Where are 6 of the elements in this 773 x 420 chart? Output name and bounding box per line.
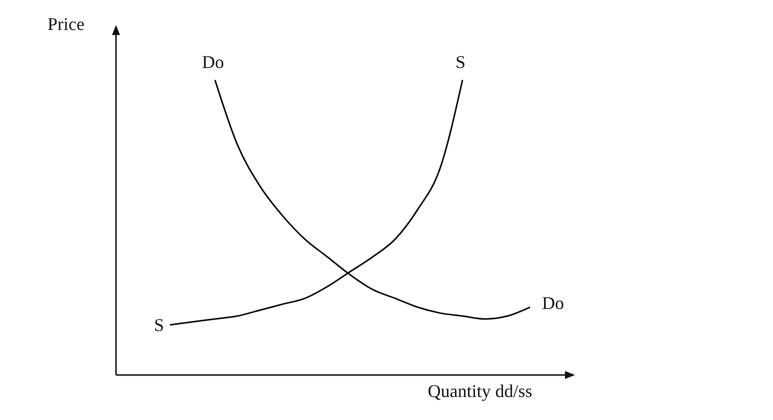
x-axis-title: Quantity dd/ss xyxy=(428,381,532,401)
text: Do xyxy=(542,293,564,314)
y-axis-title: Price xyxy=(48,14,85,34)
series-label: S xyxy=(154,314,164,335)
text: S xyxy=(455,52,466,72)
series-label: Do xyxy=(202,52,224,72)
